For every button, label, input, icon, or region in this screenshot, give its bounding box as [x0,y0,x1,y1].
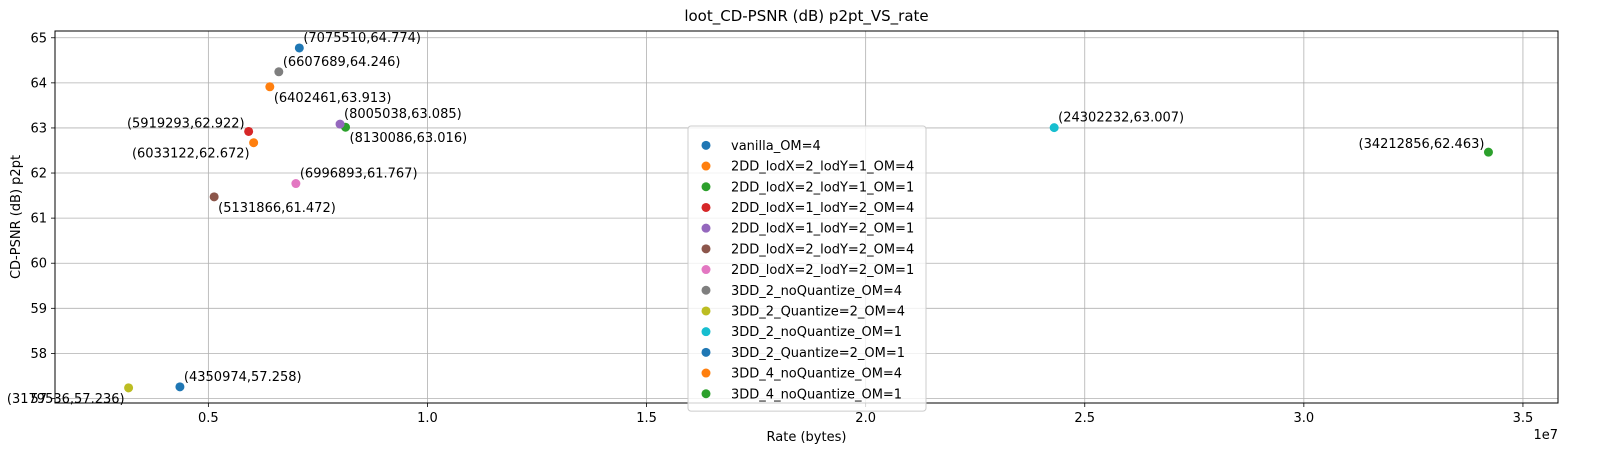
y-tick-label: 65 [30,31,47,46]
legend-box [687,125,927,412]
data-label: (5919293,62.922) [127,116,245,131]
legend-entry: 2DD_lodX=2_lodY=1_OM=1 [731,180,914,195]
data-label: (6402461,63.913) [274,91,392,106]
y-tick-label: 59 [30,302,47,317]
legend-entry: vanilla_OM=4 [731,139,821,154]
legend-entry: 3DD_2_Quantize=2_OM=1 [731,346,905,361]
data-point [124,383,134,393]
y-axis-label: CD-PSNR (dB) p2pt [9,155,24,279]
legend-entry: 3DD_2_Quantize=2_OM=4 [731,304,905,319]
data-label: (7075510,64.774) [303,31,421,46]
y-axis-ticks: 57 58 59 60 61 62 63 64 65 [30,31,55,407]
data-point [209,192,219,202]
legend-marker [701,140,711,150]
x-tick-label: 3.0 [1294,411,1315,426]
data-label: (6033122,62.672) [132,147,250,162]
legend-marker [701,368,711,378]
legend-marker [701,182,711,192]
x-axis-offset-label: 1e7 [1533,428,1558,443]
legend-marker [701,202,711,212]
legend-entry: 2DD_lodX=2_lodY=1_OM=4 [731,160,914,175]
legend-marker [701,285,711,295]
data-label: (8005038,63.085) [344,107,462,122]
y-tick-label: 57 [30,392,47,407]
data-label: (6996893,61.767) [300,167,418,182]
data-label: (3179536,57.236) [7,392,125,407]
data-label: (6607689,64.246) [283,55,401,70]
legend-marker [701,265,711,275]
y-tick-label: 64 [30,76,47,91]
data-point [291,179,301,189]
legend-entry: 2DD_lodX=2_lodY=2_OM=1 [731,263,914,278]
data-point [249,138,259,148]
legend-entry: 3DD_2_noQuantize_OM=1 [731,325,902,340]
x-axis-ticks: 0.5 1.0 1.5 2.0 2.5 3.0 3.5 [198,403,1533,426]
legend-marker [701,306,711,316]
data-points [124,43,1493,393]
data-label: (4350974,57.258) [184,370,302,385]
legend-marker [701,244,711,254]
legend-marker [701,389,711,399]
data-label: (5131866,61.472) [218,201,336,216]
data-point [265,82,275,92]
data-point [294,43,304,53]
legend-entry: 3DD_4_noQuantize_OM=1 [731,387,902,402]
legend-entry: 2DD_lodX=2_lodY=2_OM=4 [731,242,914,257]
x-tick-label: 3.5 [1513,411,1534,426]
data-label: (34212856,62.463) [1359,137,1485,152]
data-point [175,382,185,392]
legend-marker [701,223,711,233]
legend-entry: 3DD_2_noQuantize_OM=4 [731,284,902,299]
x-tick-label: 1.5 [636,411,657,426]
legend: vanilla_OM=4 2DD_lodX=2_lodY=1_OM=4 2DD_lo… [687,125,927,412]
data-point [335,119,345,129]
y-tick-label: 62 [30,167,47,182]
legend-marker [701,161,711,171]
data-point [244,126,254,136]
data-labels: (7075510,64.774) (6402461,63.913) (8130086… [7,31,1485,407]
legend-entry: 3DD_4_noQuantize_OM=4 [731,367,902,382]
legend-entry: 2DD_lodX=1_lodY=2_OM=4 [731,201,914,216]
chart-title: loot_CD-PSNR (dB) p2pt_VS_rate [684,7,928,26]
legend-marker [701,347,711,357]
y-tick-label: 58 [30,347,47,362]
x-tick-label: 1.0 [417,411,438,426]
x-tick-label: 0.5 [198,411,219,426]
y-tick-label: 61 [30,212,47,227]
data-point [1049,123,1059,133]
x-tick-label: 2.5 [1074,411,1095,426]
legend-entry: 2DD_lodX=1_lodY=2_OM=1 [731,222,914,237]
x-axis-label: Rate (bytes) [767,430,847,445]
y-tick-label: 63 [30,121,47,136]
x-tick-label: 2.0 [855,411,876,426]
data-point [1483,147,1493,157]
legend-marker [701,327,711,337]
data-point [274,67,284,77]
data-label: (24302232,63.007) [1058,111,1184,126]
data-label: (8130086,63.016) [350,131,468,146]
y-tick-label: 60 [30,257,47,272]
